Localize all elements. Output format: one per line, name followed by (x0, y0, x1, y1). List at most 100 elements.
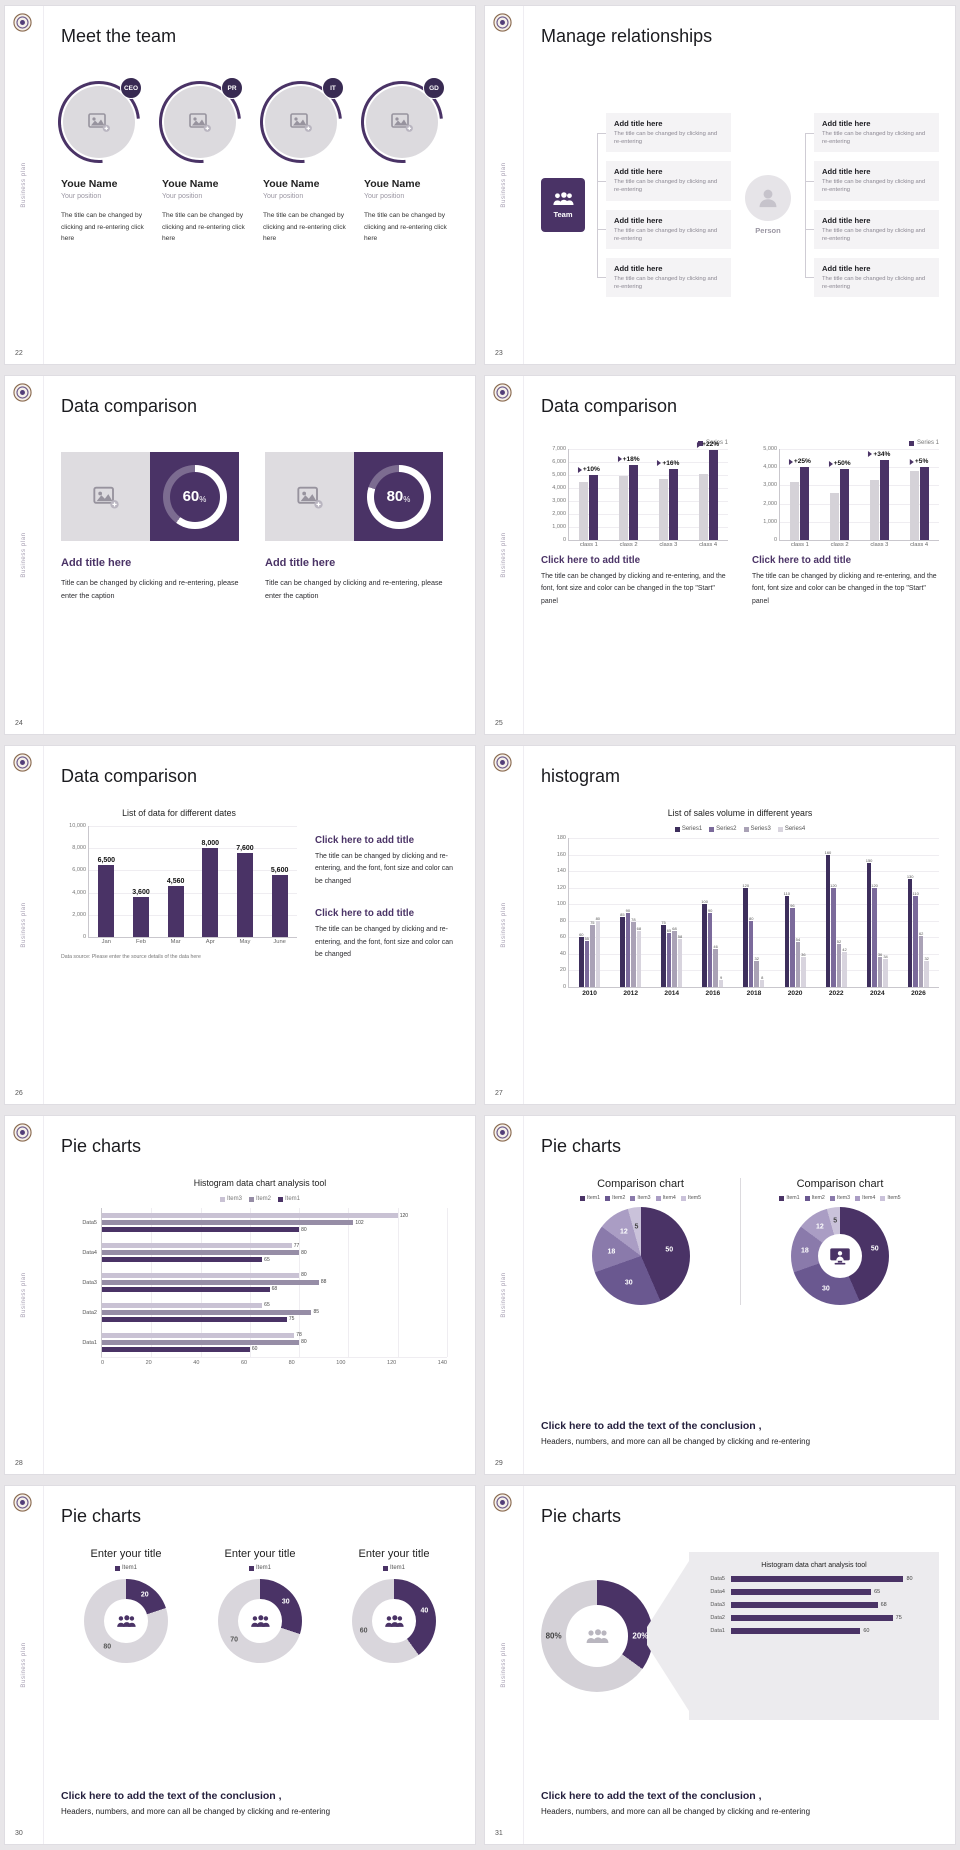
bar-group: 3,600 Feb (132, 826, 150, 945)
x-tick-label: 40 (193, 1360, 200, 1366)
legend-label: Series2 (716, 826, 737, 832)
legend-label: Series 1 (705, 440, 728, 446)
donut-center (218, 1579, 302, 1663)
bar-line: 60 (102, 1346, 447, 1352)
person-avatar (745, 175, 791, 221)
member-description: The title can be changed by clicking and… (162, 212, 245, 243)
x-category-label: Feb (135, 939, 146, 945)
group-label-text: +10% (582, 466, 600, 473)
gridline (780, 485, 939, 487)
chart-legend: Item1 (61, 1565, 191, 1571)
bar: 46 (713, 944, 718, 987)
bar (658, 478, 668, 540)
slice-label: 30 (821, 1285, 830, 1293)
school-emblem-icon (493, 753, 512, 772)
slide-26-data-comparison[interactable]: Business plan 26 Data comparison List of… (4, 745, 476, 1105)
conclusion-title: Click here to add the text of the conclu… (541, 1420, 762, 1432)
page-number: 26 (15, 1090, 23, 1097)
bar: 58 (677, 934, 683, 987)
progress-ring: 80% (366, 464, 431, 529)
vertical-watermark: Business plan (501, 902, 507, 948)
x-tick-label: 140 (437, 1360, 447, 1366)
bar: 54 (795, 937, 801, 987)
chart-legend: Item1 Item2 Item3 Item4 Item5 (547, 1195, 734, 1201)
bar: 75 (661, 920, 666, 987)
mini-bar-chart: Data5 80 Data4 65 Data3 68 Data2 75 Data1 60 (703, 1576, 925, 1634)
group-label: +16% (657, 460, 679, 467)
card-visual: 80% (265, 452, 443, 541)
gridline (447, 1208, 448, 1357)
relationship-item: Add title here The title can be changed … (597, 209, 731, 249)
bar-value-label: 90 (707, 907, 713, 913)
bar: 160 (825, 850, 831, 987)
y-tick-label: 3,000 (763, 482, 777, 489)
bar-value-label: 4,560 (166, 878, 185, 886)
bar-value-label: 36 (801, 952, 806, 958)
vertical-watermark: Business plan (501, 1642, 507, 1688)
donut-callout-row: 20% 80% Histogram data chart analysis too… (541, 1552, 939, 1720)
slide-23-manage-relationships[interactable]: Business plan 23 Manage relationships Te… (484, 5, 956, 365)
page-number: 31 (495, 1830, 503, 1837)
legend-item: Series2 (709, 826, 737, 832)
bar-line: 68 (102, 1286, 447, 1292)
x-tick-label: 0 (101, 1360, 105, 1366)
text-block: Click here to add title The title can be… (315, 908, 459, 961)
panel-chart-title: Histogram data chart analysis tool (761, 1562, 867, 1569)
chart-plot: 180 160 140 120 100 80 60 40 20 0 60 55 75 80 2010 85 90… (557, 835, 939, 997)
slide-28-pie-charts[interactable]: Business plan 28 Pie charts Histogram da… (4, 1115, 476, 1475)
bar-groups: 60 55 75 80 2010 85 90 78 68 2012 75 65 68 58 2014 100 9… (569, 838, 939, 997)
bar-value-label: 34 (883, 953, 888, 959)
member-description: The title can be changed by clicking and… (61, 212, 144, 243)
bar-value-label: 90 (625, 907, 631, 913)
conclusion-block: Click here to add the text of the conclu… (541, 1420, 935, 1446)
slide-22-meet-the-team[interactable]: Business plan 22 Meet the team CEO Youe … (4, 5, 476, 365)
slide-29-pie-charts[interactable]: Business plan 29 Pie charts Comparison c… (484, 1115, 956, 1475)
legend-swatch (248, 1196, 254, 1202)
avatar: PR (142, 64, 258, 180)
bar-value-label: 9 (720, 974, 723, 980)
bar: 6,500 (98, 857, 115, 937)
left-items-column: Add title here The title can be changed … (593, 113, 731, 297)
gridline (569, 904, 939, 906)
page-number: 23 (495, 350, 503, 357)
bar (731, 1589, 872, 1595)
slide-25-data-comparison[interactable]: Business plan 25 Data comparison Series … (484, 375, 956, 735)
slide-title: Pie charts (541, 1136, 622, 1156)
bar-value-label: 77 (293, 1242, 300, 1249)
chart-title: Histogram data chart analysis tool (193, 1178, 327, 1188)
slice-label: 70 (230, 1636, 239, 1644)
bar-group: 150 120 36 34 2024 (866, 838, 888, 997)
barh-body: Data5 Data4 Data3 Data2 Data1 120 102 80 77 80 65 8… (73, 1208, 448, 1358)
legend-label: Series3 (750, 826, 771, 832)
y-tick-label: 120 (556, 884, 566, 891)
gridline (569, 514, 728, 515)
bar-value-label: 102 (355, 1219, 364, 1226)
bar-group: +34% class 3 (868, 449, 890, 548)
gridline (569, 449, 728, 450)
y-tick-label: 0 (562, 984, 566, 990)
slide-27-histogram[interactable]: Business plan 27 histogram List of sales… (484, 745, 956, 1105)
bar-groups: +25% class 1 +50% class 2 +34% class 3 +5% clas… (780, 449, 939, 548)
bar: 42 (842, 947, 847, 987)
bar-group: +25% class 1 (788, 449, 811, 548)
bar: 32 (754, 956, 759, 987)
bar-value-label: 68 (636, 925, 642, 931)
slide-31-pie-charts[interactable]: Business plan 31 Pie charts 20% 80% Histo… (484, 1485, 956, 1845)
gridline (569, 462, 728, 463)
slide-30-pie-charts[interactable]: Business plan 30 Pie charts Enter your t… (4, 1485, 476, 1845)
page-number: 25 (495, 720, 503, 727)
page-number: 22 (15, 350, 23, 357)
team-member-card: PR Youe Name Your position The title can… (142, 64, 258, 245)
chart-panels-row: Series 1 7,000 6,000 5,000 4,000 3,000 2,000 1… (541, 440, 939, 608)
member-position: Your position (162, 193, 203, 200)
item-description: The title can be changed by clicking and… (822, 275, 926, 290)
slide-24-data-comparison[interactable]: Business plan 24 Data comparison 60% Add… (4, 375, 476, 735)
bar-group: 6,500 Jan (98, 826, 116, 945)
flag-icon (657, 460, 662, 466)
bar-group: 75 65 68 58 2014 (661, 838, 683, 997)
category-label: Data1 (82, 1340, 97, 1346)
gridline (89, 826, 297, 827)
bar-group: +50% class 2 (828, 449, 851, 548)
donut-panel: Enter your title Item1 30 70 (195, 1548, 325, 1663)
x-category-label: class 4 (699, 542, 718, 548)
